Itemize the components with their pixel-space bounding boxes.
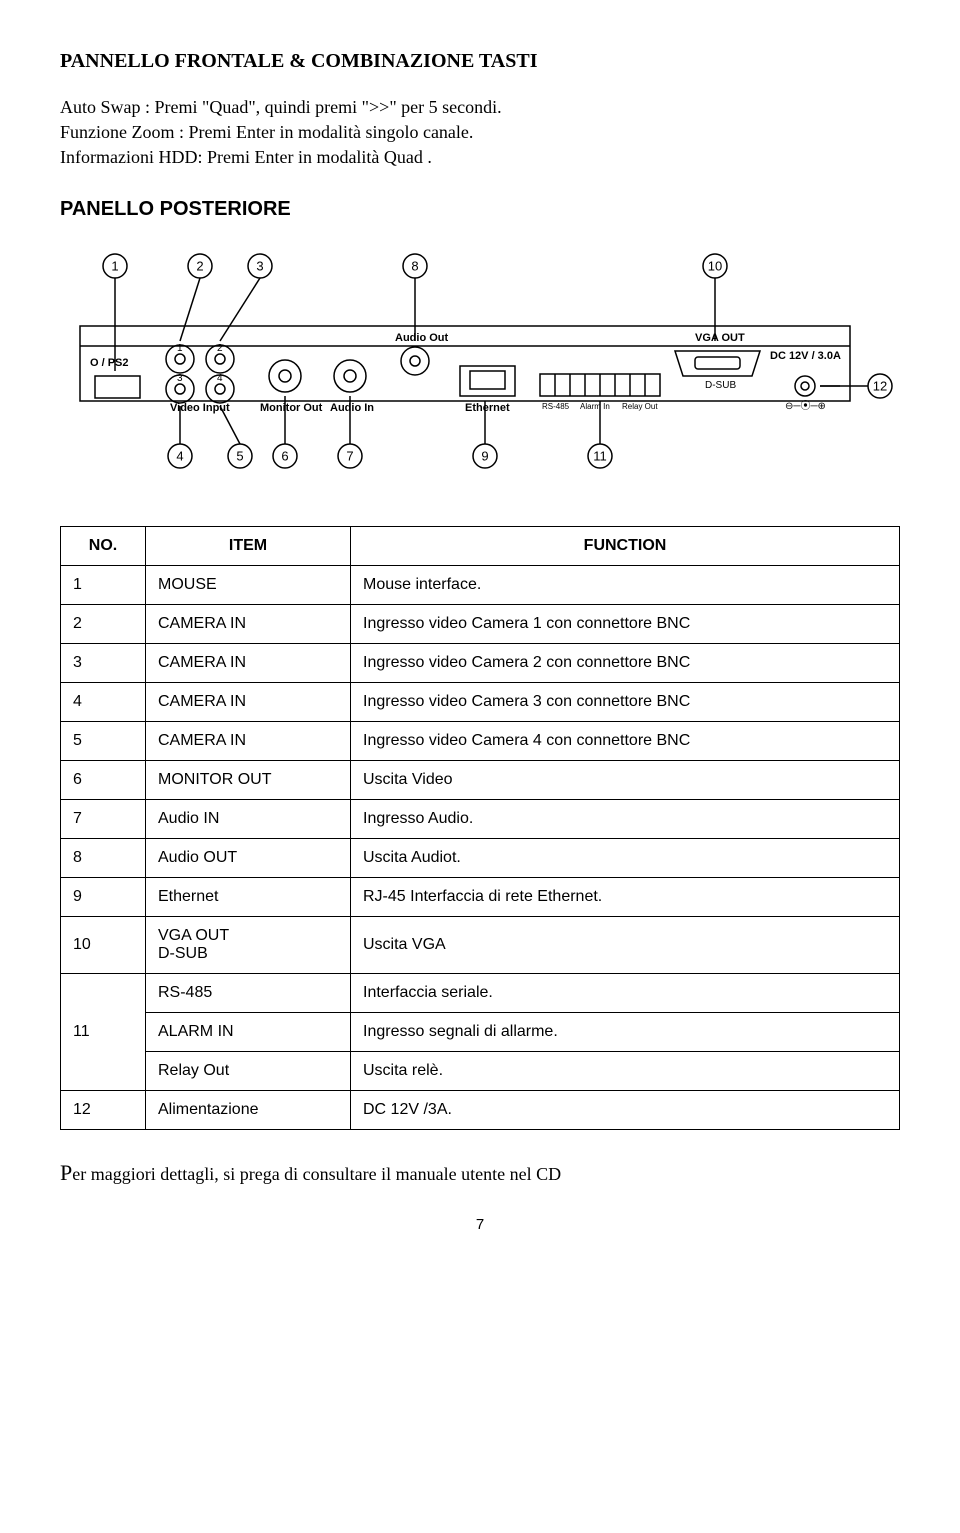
cell-item: Alimentazione xyxy=(146,1091,351,1130)
svg-text:3: 3 xyxy=(256,259,263,274)
svg-text:Alarm In: Alarm In xyxy=(580,402,610,411)
label-ethernet: Ethernet xyxy=(465,402,510,414)
cell-no: 1 xyxy=(61,566,146,605)
cell-item: Ethernet xyxy=(146,878,351,917)
cell-item: Relay Out xyxy=(146,1052,351,1091)
table-row: 4CAMERA INIngresso video Camera 3 con co… xyxy=(61,683,900,722)
svg-text:9: 9 xyxy=(481,449,488,464)
cell-item: Audio OUT xyxy=(146,839,351,878)
cell-item: RS-485 xyxy=(146,974,351,1013)
th-no: NO. xyxy=(61,527,146,566)
cell-no: 9 xyxy=(61,878,146,917)
intro-line-1: Auto Swap : Premi "Quad", quindi premi "… xyxy=(60,97,900,118)
label-ps2: O / PS2 xyxy=(90,357,129,369)
cell-no: 4 xyxy=(61,683,146,722)
table-row: 6MONITOR OUTUscita Video xyxy=(61,761,900,800)
cell-item: MOUSE xyxy=(146,566,351,605)
svg-text:2: 2 xyxy=(196,259,203,274)
intro-line-3: Informazioni HDD: Premi Enter in modalit… xyxy=(60,147,900,168)
svg-text:8: 8 xyxy=(411,259,418,274)
svg-text:12: 12 xyxy=(873,379,887,394)
cell-item: Audio IN xyxy=(146,800,351,839)
th-item: ITEM xyxy=(146,527,351,566)
svg-text:7: 7 xyxy=(346,449,353,464)
label-monitor-out: Monitor Out xyxy=(260,402,323,414)
th-function: FUNCTION xyxy=(351,527,900,566)
table-row-11-sub: 11RS-485Interfaccia seriale. xyxy=(61,974,900,1013)
svg-text:1: 1 xyxy=(177,343,183,354)
svg-text:⊖─⦿─⊕: ⊖─⦿─⊕ xyxy=(785,400,826,412)
label-audio-in: Audio In xyxy=(330,402,374,414)
svg-text:1: 1 xyxy=(111,259,118,274)
cell-function: Mouse interface. xyxy=(351,566,900,605)
table-row-11-sub: ALARM INIngresso segnali di allarme. xyxy=(61,1013,900,1052)
table-row: 8Audio OUTUscita Audiot. xyxy=(61,839,900,878)
cell-item: CAMERA IN xyxy=(146,605,351,644)
table-row: 9EthernetRJ-45 Interfaccia di rete Ether… xyxy=(61,878,900,917)
cell-item: VGA OUT D-SUB xyxy=(146,917,351,974)
cell-item: CAMERA IN xyxy=(146,644,351,683)
svg-text:RS-485: RS-485 xyxy=(542,402,570,411)
cell-function: Interfaccia seriale. xyxy=(351,974,900,1013)
intro-line-2: Funzione Zoom : Premi Enter in modalità … xyxy=(60,122,900,143)
table-row-10: 10 VGA OUT D-SUB Uscita VGA xyxy=(61,917,900,974)
cell-item: CAMERA IN xyxy=(146,683,351,722)
table-row: 7Audio INIngresso Audio. xyxy=(61,800,900,839)
rear-panel-diagram: .cl { fill:none; stroke:#000; stroke-wid… xyxy=(60,241,900,486)
cell-no: 8 xyxy=(61,839,146,878)
label-vga-out: VGA OUT xyxy=(695,332,745,344)
heading-front-panel: PANNELLO FRONTALE & COMBINAZIONE TASTI xyxy=(60,50,900,73)
label-dc: DC 12V / 3.0A xyxy=(770,350,841,362)
svg-text:Relay Out: Relay Out xyxy=(622,402,658,411)
cell-item: CAMERA IN xyxy=(146,722,351,761)
svg-text:6: 6 xyxy=(281,449,288,464)
svg-text:3: 3 xyxy=(177,373,183,384)
cell-function: Uscita Audiot. xyxy=(351,839,900,878)
cell-function: Uscita relè. xyxy=(351,1052,900,1091)
cell-no: 7 xyxy=(61,800,146,839)
svg-text:4: 4 xyxy=(217,373,223,384)
svg-text:5: 5 xyxy=(236,449,243,464)
cell-function: Ingresso segnali di allarme. xyxy=(351,1013,900,1052)
cell-function: Uscita Video xyxy=(351,761,900,800)
cell-no: 12 xyxy=(61,1091,146,1130)
footer-note: Per maggiori dettagli, si prega di consu… xyxy=(60,1160,900,1186)
label-audio-out: Audio Out xyxy=(395,332,448,344)
table-row: 1MOUSEMouse interface. xyxy=(61,566,900,605)
table-row: 3CAMERA INIngresso video Camera 2 con co… xyxy=(61,644,900,683)
cell-no: 6 xyxy=(61,761,146,800)
page-number: 7 xyxy=(60,1216,900,1233)
cell-no: 10 xyxy=(61,917,146,974)
cell-function: Ingresso Audio. xyxy=(351,800,900,839)
table-row: 2CAMERA INIngresso video Camera 1 con co… xyxy=(61,605,900,644)
table-row-12: 12 Alimentazione DC 12V /3A. xyxy=(61,1091,900,1130)
cell-no: 2 xyxy=(61,605,146,644)
svg-text:11: 11 xyxy=(593,449,607,464)
svg-text:4: 4 xyxy=(176,449,183,464)
cell-no: 11 xyxy=(61,974,146,1091)
cell-function: Uscita VGA xyxy=(351,917,900,974)
cell-function: Ingresso video Camera 1 con connettore B… xyxy=(351,605,900,644)
table-row: 5CAMERA INIngresso video Camera 4 con co… xyxy=(61,722,900,761)
cell-no: 3 xyxy=(61,644,146,683)
cell-function: DC 12V /3A. xyxy=(351,1091,900,1130)
label-dsub: D-SUB xyxy=(705,380,736,391)
cell-function: Ingresso video Camera 2 con connettore B… xyxy=(351,644,900,683)
cell-no: 5 xyxy=(61,722,146,761)
svg-text:10: 10 xyxy=(708,259,722,274)
cell-function: Ingresso video Camera 4 con connettore B… xyxy=(351,722,900,761)
svg-text:2: 2 xyxy=(217,343,223,354)
heading-rear-panel: PANELLO POSTERIORE xyxy=(60,198,900,221)
cell-item: ALARM IN xyxy=(146,1013,351,1052)
table-row-11-sub: Relay OutUscita relè. xyxy=(61,1052,900,1091)
cell-function: RJ-45 Interfaccia di rete Ethernet. xyxy=(351,878,900,917)
cell-item: MONITOR OUT xyxy=(146,761,351,800)
function-table: NO. ITEM FUNCTION 1MOUSEMouse interface.… xyxy=(60,526,900,1130)
cell-function: Ingresso video Camera 3 con connettore B… xyxy=(351,683,900,722)
